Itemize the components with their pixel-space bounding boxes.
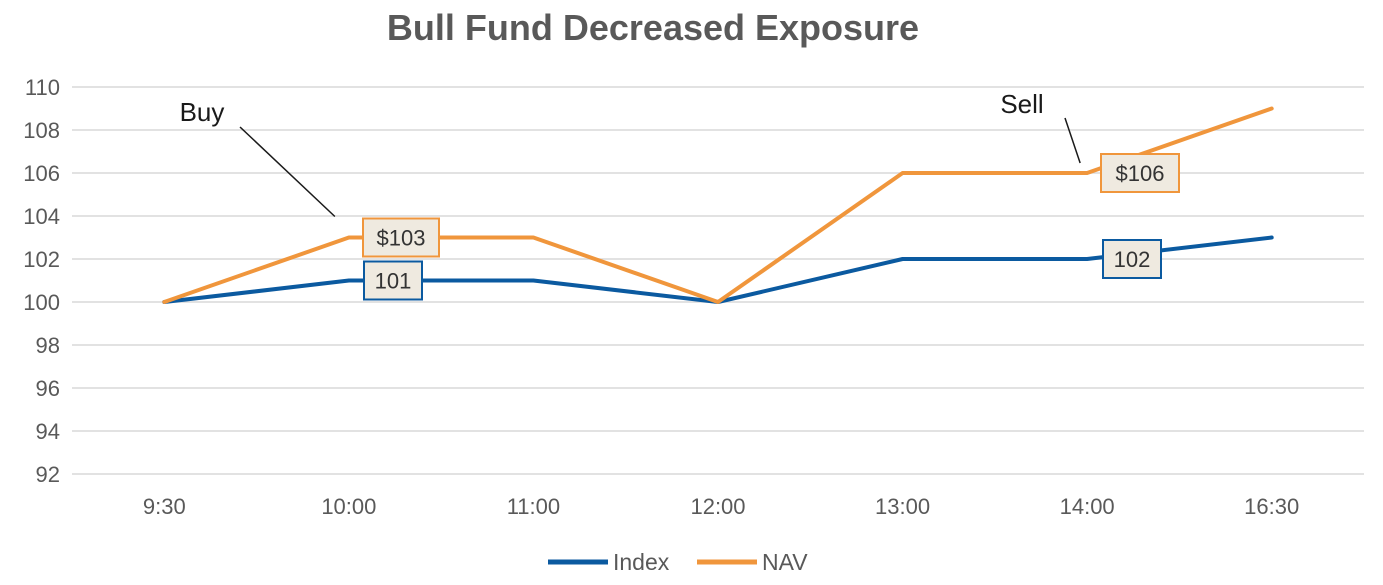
data-label-nav: $103 (362, 217, 440, 258)
x-tick-label: 12:00 (690, 494, 745, 519)
data-label-box (363, 260, 423, 301)
x-tick-label: 14:00 (1060, 494, 1115, 519)
series-line-nav (162, 106, 1274, 304)
y-tick-label: 104 (23, 204, 60, 229)
data-label-index: 101 (363, 260, 423, 301)
y-tick-label: 106 (23, 161, 60, 186)
x-tick-label: 11:00 (507, 494, 560, 519)
data-label-text: 101 (375, 269, 412, 294)
data-label-text: 102 (1114, 247, 1151, 272)
series-lines (162, 106, 1274, 304)
x-tick-label: 16:30 (1244, 494, 1299, 519)
annotation-leader-buy (239, 126, 336, 218)
legend-item-index: Index (548, 549, 670, 575)
y-tick-label: 100 (23, 290, 60, 315)
data-label-index: 102 (1102, 239, 1162, 279)
data-label-text: $106 (1116, 161, 1165, 186)
x-tick-label: 10:00 (321, 494, 376, 519)
y-tick-label: 108 (23, 118, 60, 143)
y-tick-label: 102 (23, 247, 60, 272)
y-tick-label: 94 (36, 419, 60, 444)
data-label-text: $103 (377, 226, 426, 251)
x-tick-label: 9:30 (143, 494, 186, 519)
data-label-box (362, 217, 440, 258)
x-tick-label: 13:00 (875, 494, 930, 519)
y-tick-label: 92 (36, 462, 60, 487)
annotation-leader-sell (1064, 117, 1081, 164)
y-tick-label: 98 (36, 333, 60, 358)
y-axis-tick-labels: 92 94 96 98 100 102 104 106 108 110 (23, 75, 60, 487)
annotation-buy: Buy (180, 97, 225, 127)
x-axis-tick-labels: 9:30 10:00 11:00 12:00 13:00 14:00 16:30 (143, 494, 1299, 519)
y-tick-label: 96 (36, 376, 60, 401)
data-labels: $103 101 $106 102 (362, 153, 1180, 301)
legend-item-nav: NAV (697, 549, 808, 575)
annotation-sell: Sell (1000, 89, 1043, 119)
data-label-box (1100, 153, 1180, 193)
data-label-box (1102, 239, 1162, 279)
legend-label: Index (613, 549, 670, 575)
legend: Index NAV (548, 549, 808, 575)
chart-title: Bull Fund Decreased Exposure (387, 7, 919, 48)
legend-label: NAV (762, 549, 808, 575)
annotations: Buy Sell (180, 89, 1081, 218)
data-label-nav: $106 (1100, 153, 1180, 193)
y-tick-label: 110 (25, 75, 60, 100)
